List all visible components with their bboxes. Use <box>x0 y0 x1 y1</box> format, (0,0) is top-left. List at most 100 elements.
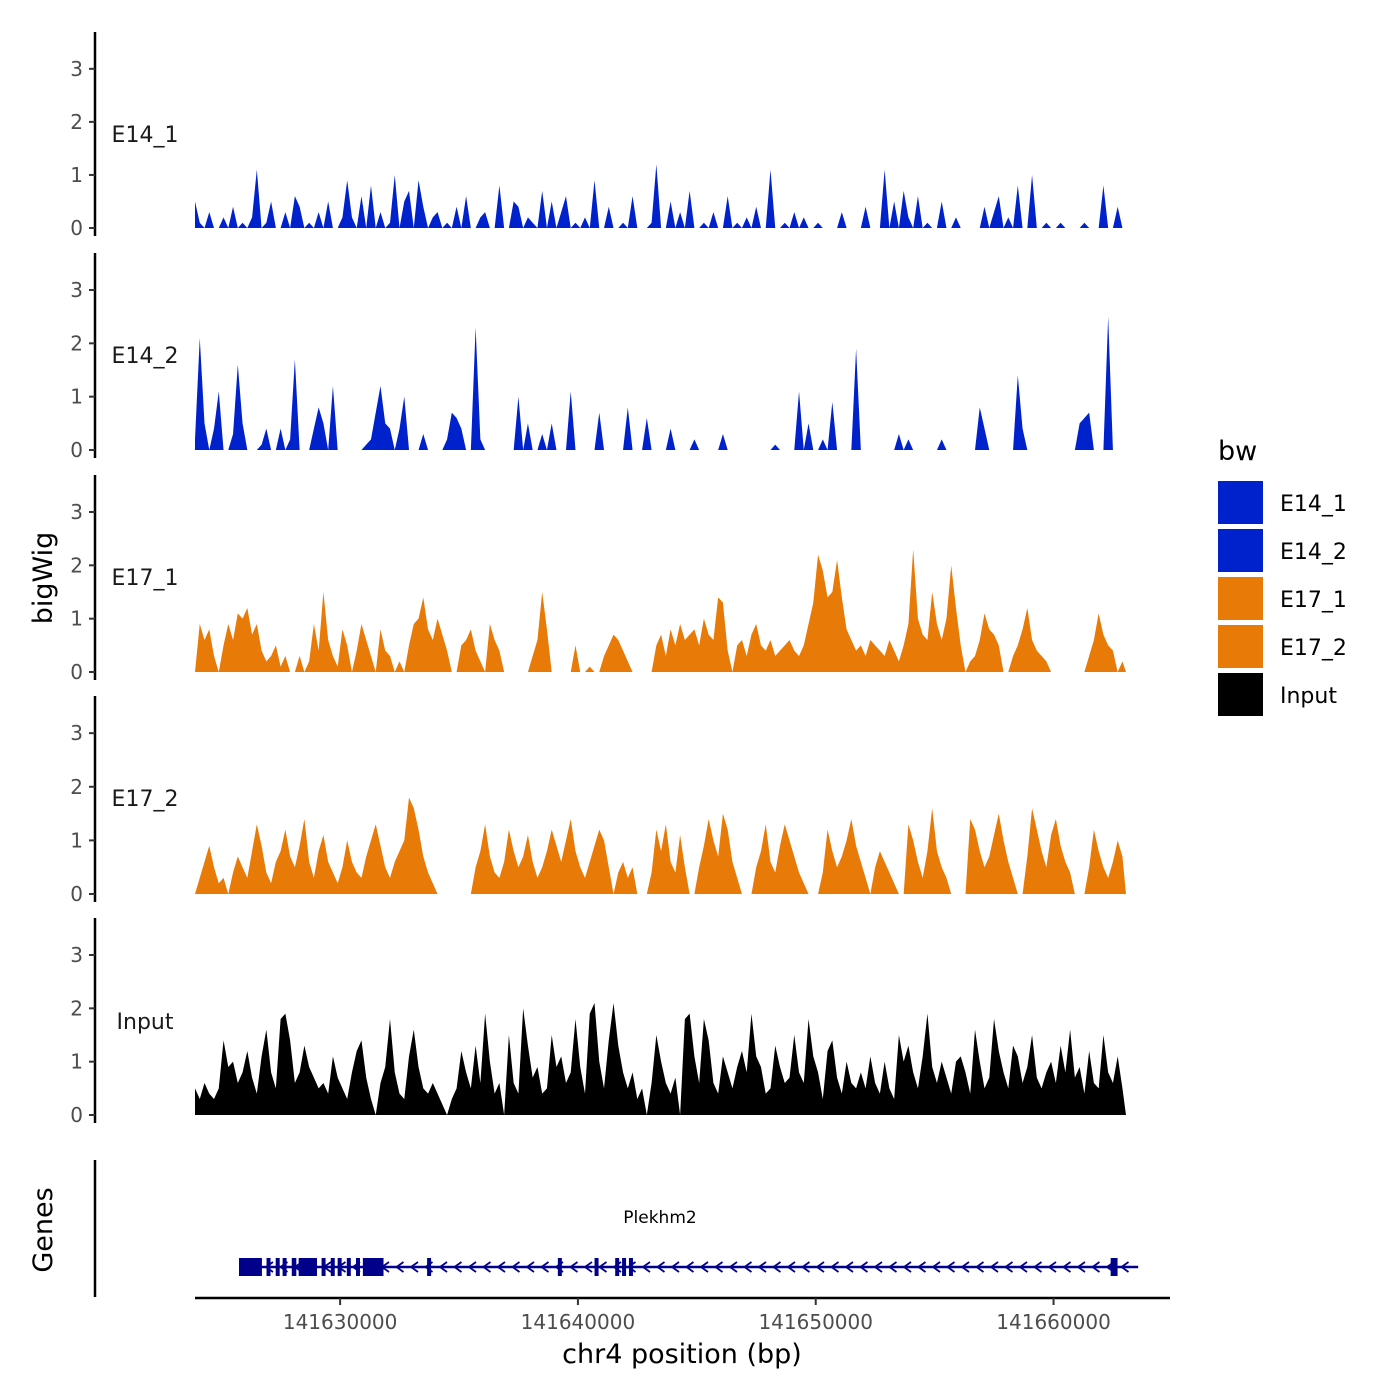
strand-arrow <box>655 1261 666 1273</box>
x-tick-label: 141640000 <box>521 1310 636 1334</box>
exon <box>275 1258 280 1276</box>
y-tick-label: 3 <box>70 721 83 745</box>
strand-arrow <box>974 1261 985 1273</box>
y-tick-label: 1 <box>70 607 83 631</box>
legend-key <box>1218 481 1263 524</box>
y-tick-label: 0 <box>70 216 83 240</box>
strand-arrow <box>394 1261 405 1273</box>
strand-arrow <box>829 1261 840 1273</box>
strand-arrow <box>844 1261 854 1273</box>
track-panel-e17-1: 0 1 2 3 E17_1 <box>70 475 1126 684</box>
x-tick-label: 141630000 <box>283 1310 398 1334</box>
strand-arrow <box>481 1261 492 1273</box>
strand-arrow <box>264 1261 274 1273</box>
genes-axis-title: Genes <box>28 1187 59 1272</box>
tracks-layer: 0 1 2 3 E14_1 0 1 2 3 E14_2 0 1 2 3 E17_1 0 1 2 3 E17_2 0 1 2 3… <box>70 32 1126 1127</box>
y-tick-label: 2 <box>70 110 83 134</box>
legend-label: E17_1 <box>1280 588 1347 613</box>
exon <box>291 1258 297 1276</box>
strand-arrow <box>539 1261 550 1273</box>
strand-arrow <box>960 1261 970 1273</box>
gene-track: Genes Plekhm2 <box>28 1160 1139 1297</box>
strand-arrow <box>467 1261 477 1273</box>
y-tick-label: 3 <box>70 278 83 302</box>
track-panel-e14-2: 0 1 2 3 E14_2 <box>70 253 1126 462</box>
y-tick-label: 3 <box>70 57 83 81</box>
x-axis: chr4 position (bp) 141630000 141640000 141… <box>195 1296 1170 1370</box>
strand-arrow <box>742 1261 753 1273</box>
strand-arrow <box>438 1261 448 1273</box>
exon <box>298 1258 317 1276</box>
strand-arrow <box>945 1261 956 1273</box>
strand-arrow <box>1090 1261 1101 1273</box>
strand-arrow <box>931 1261 941 1273</box>
strand-arrow <box>815 1261 825 1273</box>
track-area-e17-1 <box>195 549 1126 672</box>
strand-arrow <box>728 1261 738 1273</box>
exon <box>362 1258 384 1276</box>
strand-arrow <box>757 1261 767 1273</box>
track-label: E14_1 <box>112 123 179 148</box>
exon <box>427 1258 432 1276</box>
strand-arrow <box>670 1261 680 1273</box>
x-tick-label: 141650000 <box>758 1310 873 1334</box>
strand-arrow <box>1032 1261 1043 1273</box>
y-tick-label: 1 <box>70 828 83 852</box>
track-area-e17-2 <box>195 797 1126 894</box>
legend-label: E14_1 <box>1280 492 1347 517</box>
strand-arrow <box>713 1261 724 1273</box>
track-area-e14-1 <box>195 164 1126 228</box>
track-label: E17_1 <box>112 566 179 591</box>
strand-arrow <box>1119 1261 1130 1273</box>
y-tick-label: 0 <box>70 660 83 684</box>
strand-arrow <box>597 1261 608 1273</box>
strand-arrow <box>800 1261 811 1273</box>
exon <box>615 1258 620 1276</box>
track-panel-input: 0 1 2 3 Input <box>70 918 1126 1127</box>
gene-label: Plekhm2 <box>623 1208 696 1228</box>
y-tick-label: 0 <box>70 882 83 906</box>
y-tick-label: 1 <box>70 385 83 409</box>
legend-key <box>1218 577 1263 620</box>
y-tick-label: 2 <box>70 775 83 799</box>
strand-arrow <box>452 1261 463 1273</box>
exon <box>355 1258 360 1276</box>
strand-arrow <box>684 1261 695 1273</box>
strand-arrow <box>496 1261 506 1273</box>
y-tick-label: 0 <box>70 1103 83 1127</box>
exon <box>330 1258 335 1276</box>
x-tick-label: 141660000 <box>996 1310 1111 1334</box>
strand-arrow <box>568 1261 579 1273</box>
legend-key <box>1218 673 1263 716</box>
legend-key <box>1218 625 1263 668</box>
exon <box>346 1258 351 1276</box>
exon <box>337 1258 342 1276</box>
track-panel-e14-1: 0 1 2 3 E14_1 <box>70 32 1126 240</box>
legend: bw E14_1 E14_2 E17_1 E17_2 Input <box>1218 436 1347 716</box>
strand-arrow <box>626 1261 637 1273</box>
strand-arrow <box>916 1261 927 1273</box>
exon <box>266 1258 271 1276</box>
y-axis-title: bigWig <box>28 532 59 625</box>
legend-label: Input <box>1280 684 1337 709</box>
strand-arrow <box>583 1261 593 1273</box>
exon <box>594 1258 599 1276</box>
track-area-e14-2 <box>195 316 1126 450</box>
strand-arrow <box>1047 1261 1057 1273</box>
strand-arrow <box>989 1261 999 1273</box>
strand-arrow <box>525 1261 535 1273</box>
legend-label: E17_2 <box>1280 636 1347 661</box>
exon <box>1110 1258 1118 1276</box>
strand-arrow <box>1003 1261 1014 1273</box>
strand-arrow <box>887 1261 898 1273</box>
strand-arrow <box>1076 1261 1086 1273</box>
strand-arrow <box>1061 1261 1072 1273</box>
exon <box>239 1258 262 1276</box>
track-area-input <box>195 1003 1126 1115</box>
strand-arrow <box>1018 1261 1028 1273</box>
track-label: E14_2 <box>112 344 179 369</box>
strand-arrow <box>641 1261 651 1273</box>
exon <box>622 1258 627 1276</box>
strand-arrow <box>786 1261 796 1273</box>
